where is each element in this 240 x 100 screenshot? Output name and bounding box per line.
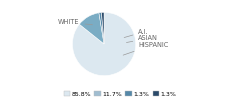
Wedge shape [72, 12, 136, 76]
Text: A.I.: A.I. [124, 29, 149, 38]
Wedge shape [79, 13, 104, 44]
Wedge shape [99, 12, 104, 44]
Text: HISPANIC: HISPANIC [123, 42, 169, 55]
Legend: 85.8%, 11.7%, 1.3%, 1.3%: 85.8%, 11.7%, 1.3%, 1.3% [64, 91, 176, 97]
Text: ASIAN: ASIAN [126, 35, 158, 42]
Wedge shape [102, 12, 104, 44]
Text: WHITE: WHITE [58, 20, 92, 26]
